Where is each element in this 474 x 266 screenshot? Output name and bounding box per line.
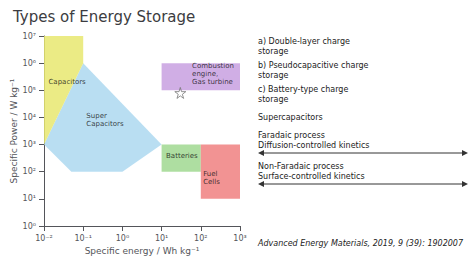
svg-text:Capacitors: Capacitors: [48, 78, 86, 86]
svg-text:Combustion: Combustion: [192, 62, 234, 70]
svg-text:10²: 10²: [23, 167, 36, 176]
svg-text:b) Pseudocapacitive charge: b) Pseudocapacitive charge: [258, 61, 369, 70]
svg-text:Faradaic process: Faradaic process: [258, 131, 325, 140]
svg-text:10⁷: 10⁷: [23, 32, 36, 41]
svg-text:10⁰: 10⁰: [23, 222, 36, 231]
svg-text:10⁻²: 10⁻²: [35, 234, 53, 243]
svg-text:Specific energy / Wh kg⁻¹: Specific energy / Wh kg⁻¹: [85, 246, 200, 256]
svg-text:storage: storage: [258, 47, 288, 56]
svg-text:10³: 10³: [233, 234, 246, 243]
svg-text:Capacitors: Capacitors: [86, 120, 124, 128]
svg-text:10²: 10²: [194, 234, 207, 243]
svg-text:Diffusion-controlled kinetics: Diffusion-controlled kinetics: [258, 141, 369, 150]
svg-text:10⁶: 10⁶: [23, 59, 36, 68]
svg-text:Types of Energy Storage: Types of Energy Storage: [12, 8, 195, 26]
svg-text:Non-Faradaic process: Non-Faradaic process: [258, 162, 344, 171]
svg-text:Supercapacitors: Supercapacitors: [258, 113, 323, 122]
svg-text:10¹: 10¹: [155, 234, 168, 243]
svg-text:Gas turbine: Gas turbine: [192, 78, 233, 86]
svg-text:Advanced Energy Materials, 201: Advanced Energy Materials, 2019, 9 (39):…: [257, 239, 464, 248]
svg-text:c) Battery-type charge: c) Battery-type charge: [258, 85, 348, 94]
svg-text:Fuel: Fuel: [203, 170, 217, 178]
svg-text:Batteries: Batteries: [166, 152, 198, 160]
svg-text:10³: 10³: [23, 140, 36, 149]
svg-text:storage: storage: [258, 95, 288, 104]
svg-text:storage: storage: [258, 71, 288, 80]
svg-text:10¹: 10¹: [23, 194, 36, 203]
svg-text:10⁻¹: 10⁻¹: [74, 234, 92, 243]
svg-text:Super: Super: [86, 112, 107, 120]
svg-text:10⁵: 10⁵: [23, 86, 36, 95]
svg-text:engine,: engine,: [192, 70, 218, 78]
svg-text:Cells: Cells: [203, 178, 220, 186]
svg-text:a) Double-layer charge: a) Double-layer charge: [258, 37, 350, 46]
svg-text:Specific Power / W kg⁻¹: Specific Power / W kg⁻¹: [9, 78, 19, 183]
svg-text:Surface-controlled kinetics: Surface-controlled kinetics: [258, 172, 365, 181]
svg-text:10⁴: 10⁴: [23, 113, 36, 122]
svg-text:10⁰: 10⁰: [116, 234, 129, 243]
